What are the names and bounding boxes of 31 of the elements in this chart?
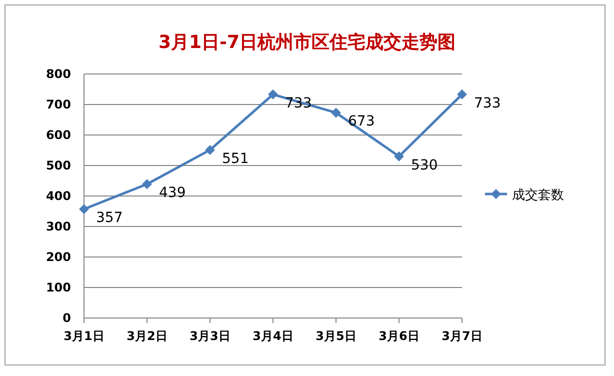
data-label: 439: [159, 185, 186, 202]
point: [142, 179, 152, 190]
x-tick-label: 3月5日: [316, 329, 356, 343]
y-tick-label: 300: [46, 220, 71, 234]
y-tick-label: 100: [46, 280, 71, 294]
y-tick-label: 700: [46, 98, 71, 112]
point: [79, 204, 89, 214]
y-tick-label: 400: [46, 189, 71, 203]
data-label: 733: [474, 95, 501, 112]
x-tick-label: 3月1日: [64, 329, 104, 343]
data-label: 530: [411, 157, 438, 174]
point: [331, 108, 341, 118]
y-tick-label: 600: [46, 128, 71, 142]
x-tick-label: 3月6日: [378, 329, 420, 343]
y-tick-label: 0: [62, 311, 71, 325]
point: [205, 144, 215, 155]
y-tick-label: 800: [46, 67, 71, 81]
data-label: 673: [348, 114, 375, 130]
legend-label: 成交套数: [512, 187, 564, 203]
y-tick-label: 500: [46, 158, 71, 172]
data-label: 551: [222, 150, 249, 167]
data-label: 357: [96, 210, 123, 226]
x-tick-label: 3月7日: [442, 329, 482, 343]
point: [457, 89, 467, 100]
point: [268, 89, 278, 100]
point: [394, 151, 404, 162]
x-tick-label: 3月4日: [252, 329, 294, 343]
chart-title: 3月1日-7日杭州市区住宅成交走势图: [158, 32, 456, 53]
y-tick-label: 200: [46, 250, 71, 264]
x-tick-label: 3月2日: [126, 329, 168, 343]
x-tick-label: 3月3日: [190, 329, 230, 343]
